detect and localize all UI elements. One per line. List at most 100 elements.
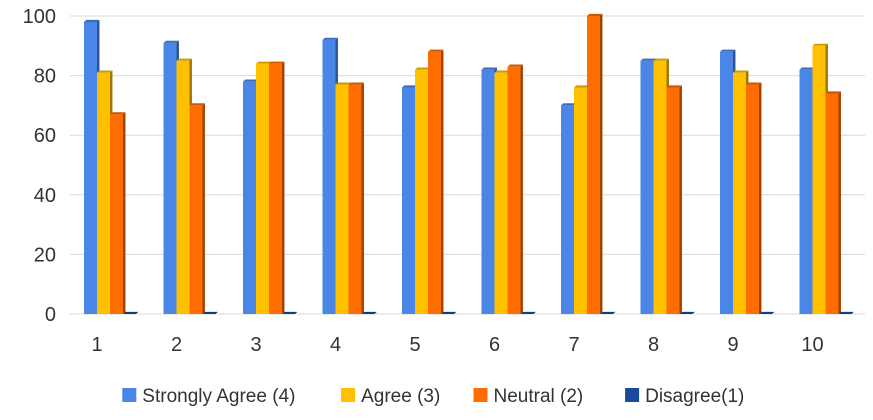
bar-top-face: [799, 67, 815, 70]
bar-series-4-cat-4: [361, 311, 377, 314]
bar-front-face: [574, 87, 587, 315]
bar-side-face: [441, 49, 444, 314]
bar-front-face: [84, 21, 97, 315]
bar-top-face: [348, 82, 364, 85]
x-tick-label: 6: [489, 334, 500, 356]
bar-top-face: [679, 311, 695, 314]
bar-front-face: [189, 105, 203, 315]
bar-top-face: [733, 70, 749, 73]
bar-top-face: [520, 311, 536, 314]
bar-series-3-cat-1: [110, 112, 126, 315]
bar-front-face: [494, 72, 508, 315]
bar-top-face: [97, 70, 113, 73]
bar-series-3-cat-6: [507, 64, 523, 314]
x-tick-label: 3: [250, 334, 261, 356]
bar-side-face: [282, 61, 285, 314]
bar-top-face: [812, 43, 828, 46]
bar-top-face: [110, 112, 126, 115]
legend-label: Agree (3): [361, 386, 440, 407]
legend-swatch: [473, 388, 488, 402]
bar-top-face: [666, 85, 682, 88]
bar-front-face: [415, 69, 428, 314]
bar-top-face: [600, 311, 616, 314]
bar-front-face: [348, 84, 362, 314]
bar-front-face: [269, 63, 282, 315]
bar-front-face: [402, 87, 415, 315]
bar-series-4-cat-8: [679, 311, 695, 314]
legend-item-1: Strongly Agree (4): [122, 386, 295, 407]
bar-top-face: [415, 67, 431, 70]
bar-front-face: [640, 60, 654, 315]
legend-label: Strongly Agree (4): [142, 386, 295, 407]
bar-series-4-cat-3: [282, 311, 298, 314]
bar-top-face: [335, 82, 351, 85]
bar-top-face: [123, 311, 139, 314]
bar-front-face: [176, 60, 190, 315]
bar-top-face: [361, 311, 377, 314]
bar-side-face: [838, 91, 841, 314]
bar-top-face: [561, 103, 577, 106]
bar-top-face: [640, 58, 656, 61]
y-tick-label: 60: [34, 125, 56, 147]
bar-top-face: [202, 311, 218, 314]
bar-series-3-cat-5: [428, 49, 444, 314]
bar-top-face: [825, 91, 841, 94]
bar-side-face: [520, 64, 523, 314]
legend-item-4: Disagree(1): [625, 386, 744, 407]
x-tick-label: 5: [409, 334, 420, 356]
bar-top-face: [176, 58, 192, 61]
bar-series-4-cat-10: [838, 311, 854, 314]
bar-series-4-cat-6: [520, 311, 536, 314]
bar-front-face: [825, 93, 839, 314]
bar-front-face: [110, 114, 123, 314]
bar-front-face: [799, 69, 813, 314]
bar-series-4-cat-5: [441, 311, 457, 314]
bar-top-face: [838, 311, 854, 314]
bar-top-face: [428, 49, 444, 52]
bar-series-3-cat-9: [746, 82, 762, 314]
legend-label: Disagree(1): [645, 386, 744, 407]
legend-swatch: [122, 388, 137, 402]
bar-top-face: [84, 19, 100, 22]
bar-front-face: [335, 84, 349, 314]
legend-item-3: Neutral (2): [473, 386, 584, 407]
y-tick-label: 40: [34, 185, 56, 207]
y-tick-label: 0: [45, 304, 56, 326]
bar-front-face: [243, 81, 256, 314]
bar-front-face: [507, 66, 521, 314]
bar-front-face: [561, 105, 574, 315]
bar-top-face: [256, 61, 272, 64]
y-tick-label: 100: [23, 6, 56, 28]
bar-series-3-cat-7: [587, 13, 603, 315]
bar-side-face: [759, 82, 762, 314]
bar-front-face: [812, 45, 826, 315]
legend-label: Neutral (2): [494, 386, 584, 407]
bar-series-3-cat-2: [189, 103, 205, 315]
y-tick-label: 20: [34, 244, 56, 266]
bar-series-4-cat-9: [759, 311, 775, 314]
bar-series-3-cat-10: [825, 91, 841, 314]
bar-front-face: [666, 87, 680, 315]
bar-front-face: [733, 72, 746, 315]
legend-swatch: [341, 388, 356, 402]
bar-front-face: [163, 42, 177, 314]
bar-series-3-cat-8: [666, 85, 682, 315]
bar-top-face: [322, 37, 338, 40]
bar-top-face: [759, 311, 775, 314]
bar-side-face: [202, 103, 205, 314]
bars: [84, 13, 854, 315]
bar-top-face: [746, 82, 762, 85]
bar-front-face: [746, 84, 759, 314]
bar-top-face: [441, 311, 457, 314]
bar-front-face: [428, 51, 441, 314]
y-tick-label: 80: [34, 66, 56, 88]
bar-top-face: [653, 58, 669, 61]
bar-top-face: [163, 40, 179, 43]
legend-item-2: Agree (3): [341, 386, 440, 407]
bar-front-face: [481, 69, 495, 314]
axes: 0 20 40 60 80 100 1 2 3 4 5 6 7 8 9 10: [23, 6, 824, 356]
bar-front-face: [653, 60, 667, 315]
bar-top-face: [720, 49, 736, 52]
bar-front-face: [720, 51, 733, 314]
